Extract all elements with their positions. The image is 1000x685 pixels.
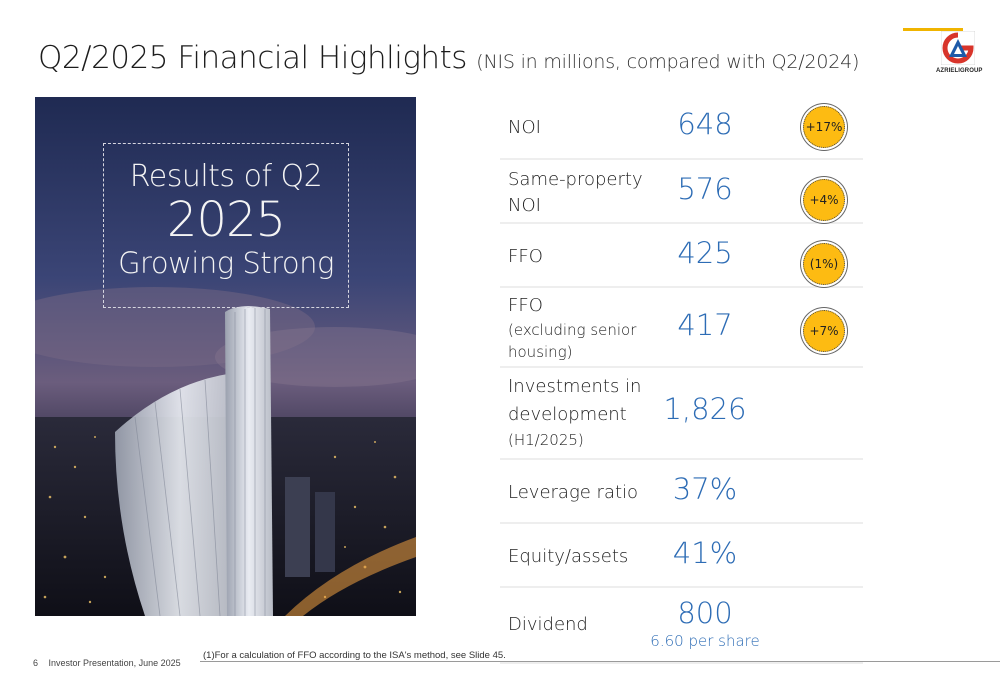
hero-line1: Results of Q2: [129, 159, 323, 194]
change-badge: (1%): [803, 243, 845, 285]
azrieli-logo-icon: [940, 30, 976, 66]
logo-text: AZRIELIGROUP: [936, 68, 983, 74]
metric-row-dividend: Dividend 800 6.60 per share: [500, 588, 863, 664]
metric-label-line: Investments in: [508, 376, 642, 397]
change-badge: +4%: [803, 179, 845, 221]
metric-label: Investments in development (H1/2025): [508, 373, 641, 451]
footnote: (1)For a calculation of FFO according to…: [203, 650, 506, 661]
metric-value: 425: [677, 236, 733, 270]
metric-subvalue: 6.60 per share: [650, 632, 760, 650]
hero-line2: 2025: [166, 192, 286, 248]
metric-label: FFO: [508, 246, 543, 267]
title-main: Q2/2025 Financial Highlights: [38, 40, 467, 76]
metric-row-ffo-excluding: FFO (excluding senior housing) 417 +7%: [500, 288, 863, 368]
metric-label: FFO (excluding senior housing): [508, 293, 636, 363]
metric-label-line: (excluding senior: [508, 321, 637, 339]
metric-value: 800: [677, 596, 733, 630]
change-badge: +17%: [803, 106, 845, 148]
metric-value: 1,826: [663, 392, 747, 426]
presentation-name: Investor Presentation, June 2025: [48, 658, 181, 668]
change-badge: +7%: [803, 310, 845, 352]
metric-label-line: FFO: [508, 295, 543, 316]
hero-overlay: Results of Q2 2025 Growing Strong: [103, 143, 349, 308]
metric-label-line: NOI: [508, 195, 541, 216]
metric-label: Leverage ratio: [508, 482, 639, 503]
page-number: 6: [33, 658, 39, 668]
metric-label: Equity/assets: [508, 546, 629, 567]
metric-value: 417: [677, 308, 733, 342]
metric-value: 41%: [672, 536, 738, 570]
metric-label-line: (H1/2025): [508, 431, 584, 449]
metric-row-same-property-noi: Same-property NOI 576 +4%: [500, 160, 863, 224]
title-subtitle: (NIS in millions, compared with Q2/2024): [476, 51, 860, 73]
metric-label: Dividend: [508, 614, 588, 635]
metric-row-ffo: FFO 425 (1%): [500, 224, 863, 288]
footer-divider: [200, 661, 1000, 662]
metric-label: NOI: [508, 117, 541, 138]
metric-label-line: Same-property: [508, 169, 643, 190]
metric-row-noi: NOI 648 +17%: [500, 97, 863, 160]
hero-line3: Growing Strong: [118, 246, 334, 280]
page-title: Q2/2025 Financial Highlights (NIS in mil…: [38, 40, 859, 76]
metrics-table: NOI 648 +17% Same-property NOI 576 +4% F…: [500, 97, 863, 664]
logo-accent-line: [903, 28, 963, 31]
metric-label: Same-property NOI: [508, 167, 643, 219]
metric-label-line: housing): [508, 343, 573, 361]
metric-value: 648: [677, 107, 733, 141]
metric-row-investments: Investments in development (H1/2025) 1,8…: [500, 368, 863, 460]
metric-row-equity-assets: Equity/assets 41%: [500, 524, 863, 588]
footer-info: 6 Investor Presentation, June 2025: [33, 658, 181, 668]
metric-row-leverage: Leverage ratio 37%: [500, 460, 863, 524]
metric-value: 576: [677, 172, 733, 206]
metric-value: 37%: [672, 472, 738, 506]
metric-label-line: development: [508, 404, 627, 425]
